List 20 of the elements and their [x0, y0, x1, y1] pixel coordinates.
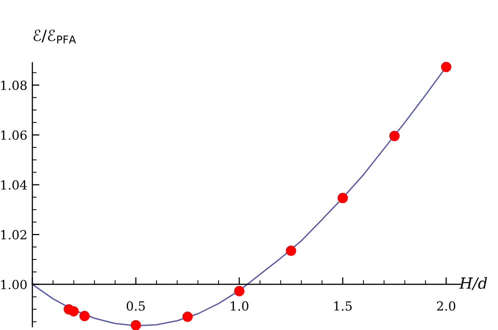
y-tick-label: 1.02	[1, 230, 26, 240]
x-tick-label: 1.5	[334, 301, 352, 311]
point	[130, 320, 142, 330]
point	[234, 286, 244, 296]
point	[182, 312, 193, 322]
point	[338, 192, 348, 204]
y-tick-label: 1.06	[1, 130, 27, 140]
x-axis-title: H/d	[459, 277, 488, 290]
x-tick-label: 2.0	[437, 301, 456, 311]
x-tick-label: 1.0	[230, 301, 248, 311]
point	[68, 306, 79, 316]
point	[440, 62, 452, 72]
point	[79, 310, 90, 322]
point	[286, 246, 296, 256]
y-tick-label: 1.00	[1, 280, 27, 290]
point	[389, 130, 400, 142]
y-axis-title: ℰ/ℰ$_{PFA}$	[34, 30, 76, 44]
y-tick-label: 1.04	[1, 180, 27, 190]
y-tick-label: 1.08	[1, 80, 27, 90]
x-tick-label: 0.5	[126, 301, 145, 311]
